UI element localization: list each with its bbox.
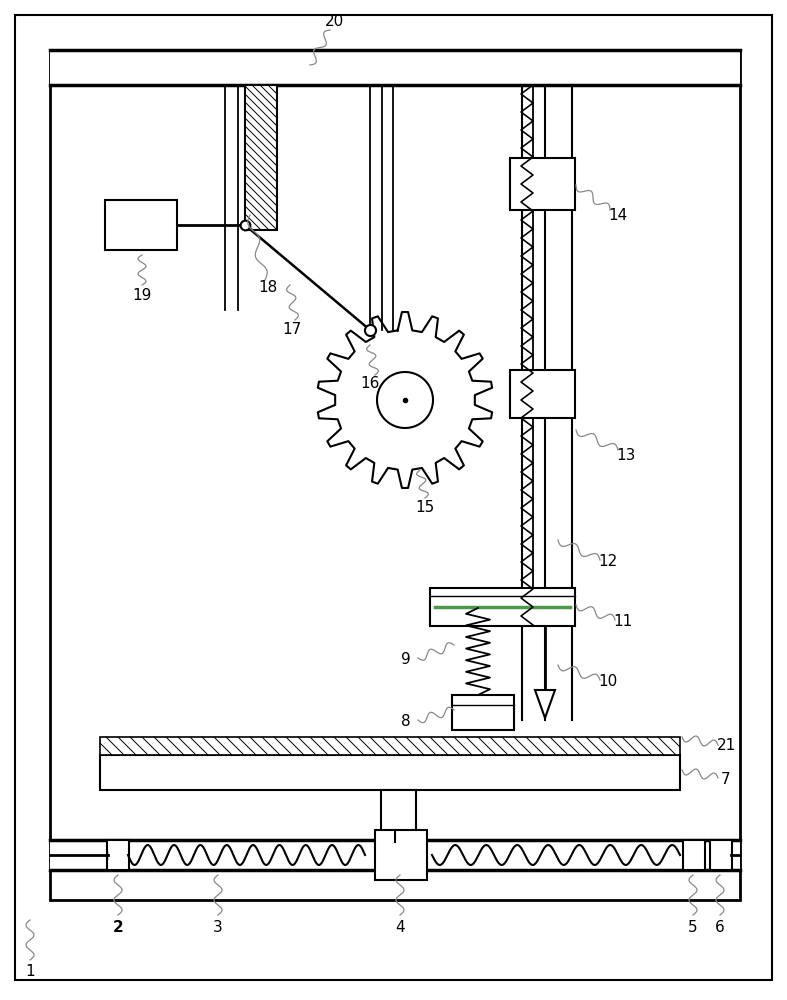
Text: 3: 3: [213, 920, 223, 936]
Text: 8: 8: [401, 714, 411, 730]
Text: 10: 10: [598, 674, 618, 690]
Bar: [50, 840, 740, 870]
Text: 6: 6: [715, 920, 725, 936]
Bar: [683, 840, 705, 870]
Text: 15: 15: [416, 499, 434, 514]
Bar: [710, 840, 732, 870]
Text: 9: 9: [401, 652, 411, 668]
Bar: [50, 50, 740, 85]
Text: 19: 19: [132, 288, 152, 304]
Bar: [375, 830, 427, 880]
Text: 20: 20: [325, 14, 345, 29]
Bar: [105, 200, 177, 250]
Text: 16: 16: [360, 375, 379, 390]
Bar: [50, 50, 740, 900]
Polygon shape: [535, 690, 555, 718]
Text: 2: 2: [113, 920, 124, 936]
Bar: [510, 370, 575, 418]
Text: 1: 1: [25, 964, 35, 980]
Text: 5: 5: [688, 920, 698, 936]
Text: 4: 4: [395, 920, 405, 936]
Bar: [245, 85, 277, 230]
Text: 14: 14: [608, 208, 627, 223]
Bar: [100, 755, 680, 790]
Bar: [381, 790, 416, 842]
Text: 21: 21: [716, 738, 736, 754]
Bar: [100, 737, 680, 755]
Bar: [452, 695, 514, 730]
Text: 18: 18: [258, 280, 278, 296]
Text: 7: 7: [721, 772, 731, 786]
Text: 17: 17: [283, 322, 301, 338]
Bar: [107, 840, 129, 870]
Bar: [510, 158, 575, 210]
Text: 12: 12: [598, 554, 618, 570]
Text: 11: 11: [613, 614, 633, 630]
Bar: [430, 588, 575, 626]
Text: 13: 13: [616, 448, 636, 462]
